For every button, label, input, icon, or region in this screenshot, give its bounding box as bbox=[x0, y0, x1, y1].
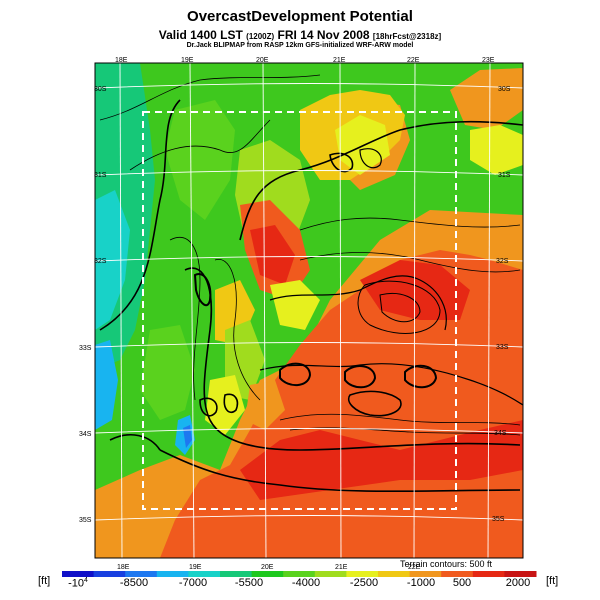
color-scale-swatch bbox=[125, 571, 158, 577]
model-credit: Dr.Jack BLIPMAP from RASP 12km GFS-initi… bbox=[186, 42, 414, 49]
lat-label-left-2: 32S bbox=[94, 258, 107, 265]
lat-label-left-1: 31S bbox=[94, 172, 107, 179]
lon-label-bottom-4: 22E bbox=[408, 564, 421, 571]
lon-label-bottom-1: 19E bbox=[189, 564, 202, 571]
terrain-contour-note: Terrain contours: 500 ft bbox=[400, 559, 493, 569]
valid-time-main: Valid 1400 LST bbox=[158, 28, 243, 42]
scale-label-2: -7000 bbox=[178, 577, 208, 589]
scale-label-4: -4000 bbox=[291, 577, 321, 589]
lat-label-left-0: 30S bbox=[94, 86, 107, 93]
scale-label-3: -5500 bbox=[234, 577, 264, 589]
graticule bbox=[95, 63, 523, 558]
lon-label-top-2: 20E bbox=[256, 57, 269, 64]
color-scale-swatch bbox=[472, 571, 505, 577]
inner-domain-boundary bbox=[142, 111, 457, 510]
scale-unit-right: [ft] bbox=[546, 575, 559, 587]
scale-label-1: -8500 bbox=[119, 577, 149, 589]
valid-time: Valid 1400 LST (1200Z) FRI 14 Nov 2008 [… bbox=[0, 28, 600, 42]
color-scale-swatch bbox=[156, 571, 189, 577]
lon-label-bottom-3: 21E bbox=[335, 564, 348, 571]
coordinate-labels: 18E 19E 20E 21E 22E 23E 18E 19E 20E 21E … bbox=[79, 57, 511, 571]
color-scale-swatch bbox=[409, 571, 442, 577]
lat-label-right-4: 34S bbox=[494, 430, 507, 437]
lat-label-right-2: 32S bbox=[496, 258, 509, 265]
color-scale-swatch bbox=[346, 571, 379, 577]
scale-label-exponent: 4 bbox=[84, 577, 88, 584]
valid-date: FRI 14 Nov 2008 bbox=[277, 28, 370, 42]
color-scale-bar bbox=[62, 571, 537, 577]
lon-label-top-1: 19E bbox=[181, 57, 194, 64]
lon-label-bottom-0: 18E bbox=[117, 564, 130, 571]
color-scale-swatch bbox=[188, 571, 221, 577]
color-scale-swatch bbox=[93, 571, 126, 577]
color-scale-swatch bbox=[283, 571, 316, 577]
scale-label-5: -2500 bbox=[349, 577, 379, 589]
lon-label-top-4: 22E bbox=[407, 57, 420, 64]
lat-label-right-5: 35S bbox=[492, 516, 505, 523]
lat-label-right-3: 33S bbox=[496, 344, 509, 351]
lon-label-top-0: 18E bbox=[115, 57, 128, 64]
color-scale-swatch bbox=[314, 571, 347, 577]
lat-label-right-0: 30S bbox=[498, 86, 511, 93]
scale-label-8: 2000 bbox=[505, 577, 531, 589]
lat-label-left-5: 35S bbox=[79, 517, 92, 524]
lon-label-bottom-2: 20E bbox=[261, 564, 274, 571]
valid-time-utc: (1200Z) bbox=[246, 32, 275, 41]
scale-label-7: 500 bbox=[452, 577, 472, 589]
lon-label-top-3: 21E bbox=[333, 57, 346, 64]
forecast-field bbox=[95, 63, 523, 558]
lat-label-left-3: 33S bbox=[79, 345, 92, 352]
chart-title: OvercastDevelopment Potential bbox=[187, 8, 413, 25]
forecast-info: [18hrFcst@2318z] bbox=[372, 32, 442, 41]
color-scale-swatch bbox=[220, 571, 253, 577]
color-scale-swatch bbox=[441, 571, 474, 577]
color-scale-swatch bbox=[504, 571, 537, 577]
map-frame bbox=[94, 62, 524, 559]
lon-label-top-5: 23E bbox=[482, 57, 495, 64]
terrain-contours bbox=[99, 74, 523, 493]
scale-label-6: -1000 bbox=[406, 577, 436, 589]
lat-label-right-1: 31S bbox=[498, 172, 511, 179]
color-scale-swatch bbox=[62, 571, 95, 577]
color-scale-swatch bbox=[378, 571, 411, 577]
lat-label-left-4: 34S bbox=[79, 431, 92, 438]
scale-label-0: -104 bbox=[68, 577, 88, 590]
scale-unit-left: [ft] bbox=[38, 575, 51, 587]
color-scale-swatch bbox=[251, 571, 284, 577]
